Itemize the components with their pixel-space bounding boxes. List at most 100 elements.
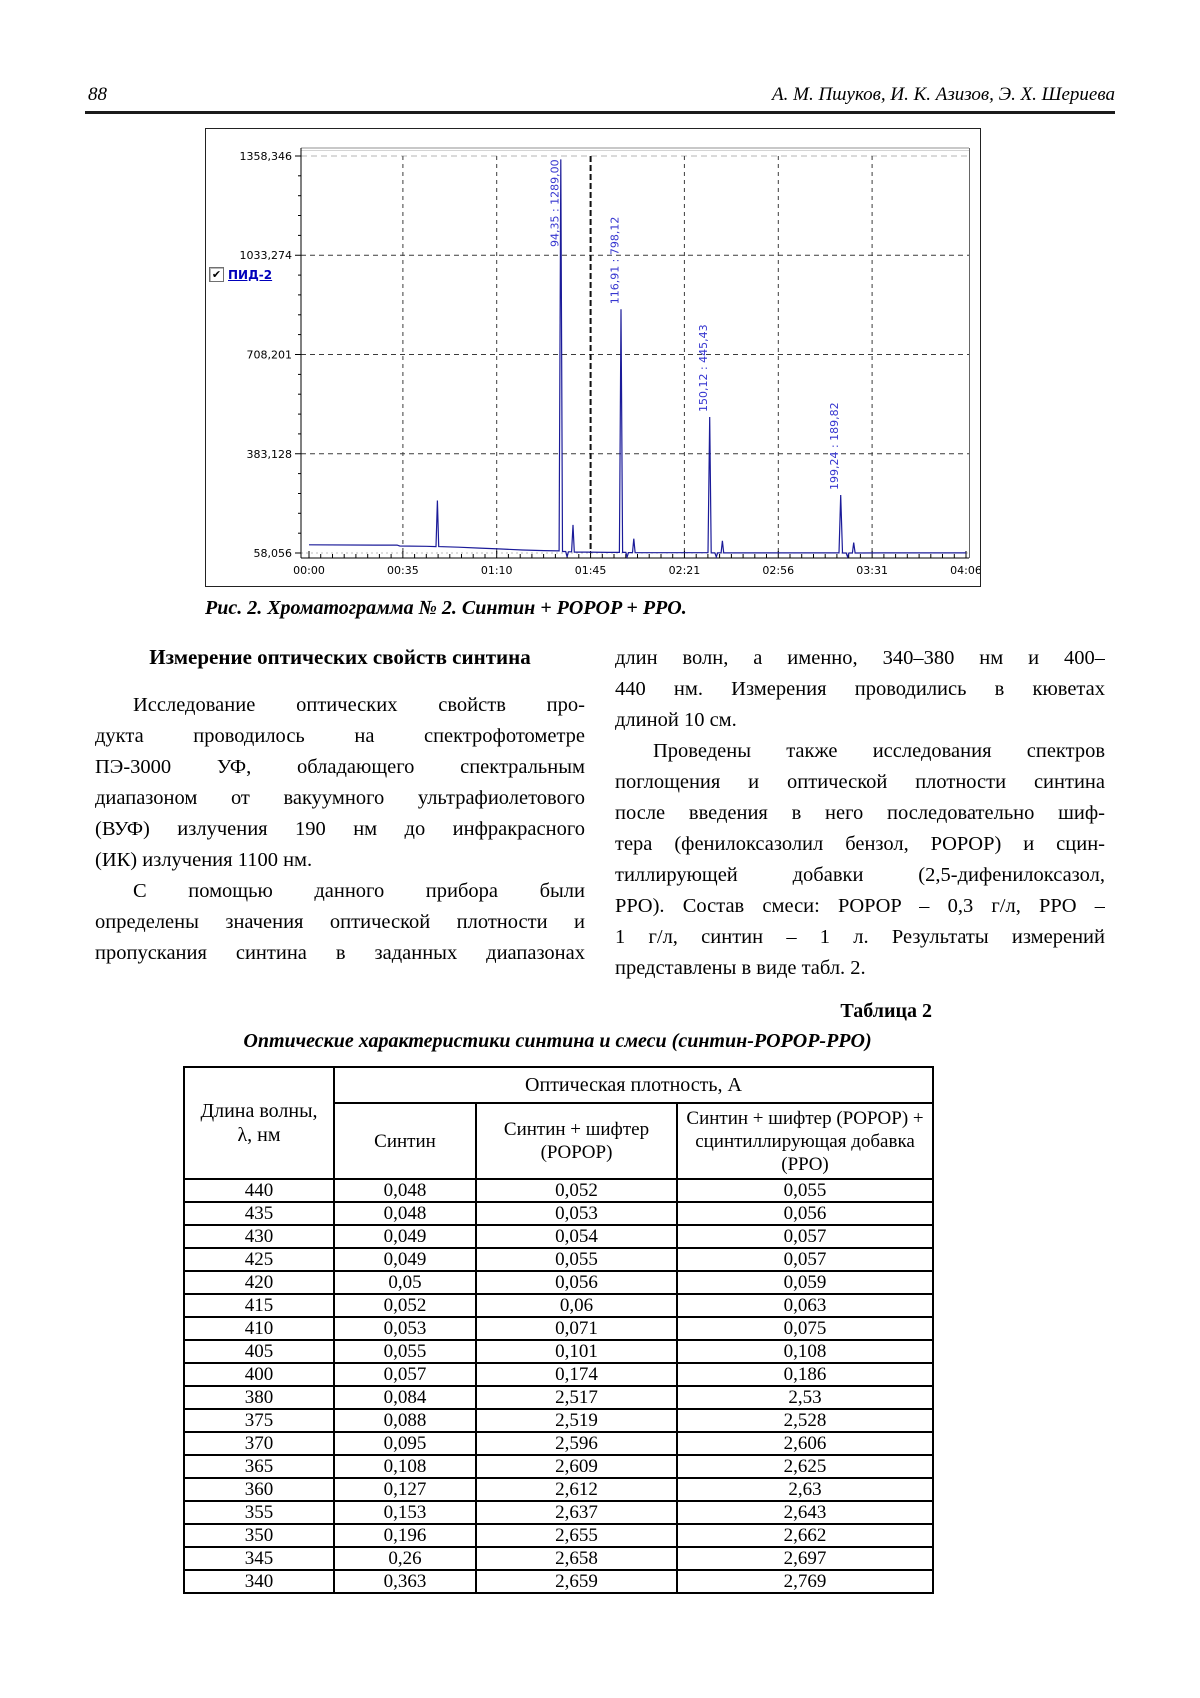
- text-line: тиллирующей добавки (2,5-дифенилоксазол,: [615, 864, 1105, 886]
- svg-text:199,24 : 189,82: 199,24 : 189,82: [828, 402, 841, 490]
- text-line: 1 г/л, синтин – 1 л. Результаты измерени…: [615, 926, 1105, 948]
- table-row: 430 0,049 0,054 0,057: [183, 1224, 935, 1249]
- table-cell: 0,056: [475, 1270, 678, 1295]
- table-cell: 0,108: [333, 1454, 477, 1479]
- table-cell: 0,153: [333, 1500, 477, 1525]
- table-row: 370 0,095 2,596 2,606: [183, 1431, 935, 1456]
- text-line: С помощью данного прибора были: [133, 880, 585, 902]
- text-line: длиной 10 см.: [615, 709, 737, 731]
- legend-label[interactable]: ПИД-2: [228, 267, 273, 282]
- svg-text:708,201: 708,201: [247, 349, 293, 362]
- col-header-wavelength-line1: Длина волны,: [200, 1100, 318, 1122]
- table-cell: 0,053: [475, 1201, 678, 1226]
- chromatogram-plot: 00:00 00:35 01:10 01:45 02:21 02:56 03:31 04:06…: [240, 147, 982, 577]
- sub-header-line: Синтин + шифтер (POPOP) +: [686, 1107, 924, 1129]
- table-cell: 0,075: [675, 1316, 935, 1341]
- table-cell: 2,659: [475, 1569, 678, 1594]
- text-line: длин волн, а именно, 340–380 нм и 400–: [615, 647, 1105, 669]
- table-row: 415 0,052 0,06 0,063: [183, 1293, 935, 1318]
- legend-checkbox[interactable]: ✔: [209, 267, 224, 282]
- table-cell: 2,662: [675, 1523, 935, 1548]
- text-line: поглощения и оптической плотности синтин…: [615, 771, 1105, 793]
- table-cell: 2,63: [675, 1477, 935, 1502]
- table-cell: 345: [183, 1546, 335, 1571]
- svg-text:1358,346: 1358,346: [240, 150, 293, 163]
- table-cell: 360: [183, 1477, 335, 1502]
- table-cell: 2,658: [475, 1546, 678, 1571]
- table-cell: 0,052: [333, 1293, 477, 1318]
- svg-text:03:31: 03:31: [856, 564, 888, 577]
- sub-header-line: сцинтиллирующая добавка (PPO): [695, 1130, 915, 1175]
- table-row: 360 0,127 2,612 2,63: [183, 1477, 935, 1502]
- table-cell: 420: [183, 1270, 335, 1295]
- table-cell: 340: [183, 1569, 335, 1594]
- col-header-wavelength-line2: λ, нм: [237, 1124, 281, 1146]
- page-number: 88: [88, 84, 107, 105]
- table-row: 345 0,26 2,658 2,697: [183, 1546, 935, 1571]
- table-cell: 0,048: [333, 1178, 477, 1203]
- table-cell: 0,101: [475, 1339, 678, 1364]
- paragraph: Исследование оптических свойств про-дукт…: [95, 690, 585, 876]
- table-cell: 0,095: [333, 1431, 477, 1456]
- table-row: 425 0,049 0,055 0,057: [183, 1247, 935, 1272]
- table-cell: 0,055: [333, 1339, 477, 1364]
- table-cell: 0,088: [333, 1408, 477, 1433]
- table-row: 410 0,053 0,071 0,075: [183, 1316, 935, 1341]
- table-title: Оптические характеристики синтина и смес…: [243, 1030, 872, 1052]
- svg-text:1033,274: 1033,274: [240, 249, 293, 262]
- table-cell: 0,057: [675, 1224, 935, 1249]
- text-line: 440 нм. Измерения проводились в кюветах: [615, 678, 1105, 700]
- table-cell: 0,059: [675, 1270, 935, 1295]
- table-cell: 2,655: [475, 1523, 678, 1548]
- svg-text:383,128: 383,128: [247, 448, 293, 461]
- table-cell: 2,612: [475, 1477, 678, 1502]
- table-cell: 370: [183, 1431, 335, 1456]
- table-cell: 365: [183, 1454, 335, 1479]
- text-line: ПЭ-3000 УФ, обладающего спектральным: [95, 756, 585, 778]
- table-cell: 2,596: [475, 1431, 678, 1456]
- table-cell: 0,056: [675, 1201, 935, 1226]
- table-cell: 0,057: [675, 1247, 935, 1272]
- paragraph: Проведены также исследования спектров пог…: [615, 736, 1105, 984]
- svg-text:01:45: 01:45: [575, 564, 607, 577]
- table-row: 380 0,084 2,517 2,53: [183, 1385, 935, 1410]
- table-cell: 440: [183, 1178, 335, 1203]
- col-header-sintin: Синтин: [333, 1102, 477, 1180]
- text-line: PPO). Состав смеси: POPOP – 0,3 г/л, PPO…: [615, 895, 1105, 917]
- table-cell: 2,643: [675, 1500, 935, 1525]
- table-cell: 2,625: [675, 1454, 935, 1479]
- header-rule: [85, 111, 1115, 114]
- col-header-optical-density: Оптическая плотность, А: [332, 1066, 935, 1104]
- sub-header-line: Синтин + шифтер: [503, 1119, 650, 1140]
- table-cell: 0,174: [475, 1362, 678, 1387]
- table-cell: 2,697: [675, 1546, 935, 1571]
- table-cell: 2,517: [475, 1385, 678, 1410]
- col-header-sintin-popop-ppo: Синтин + шифтер (POPOP) + сцинтиллирующая…: [675, 1102, 935, 1180]
- figure-caption: Рис. 2. Хроматограмма № 2. Синтин + POPO…: [205, 597, 687, 619]
- table-cell: 425: [183, 1247, 335, 1272]
- table-cell: 0,055: [675, 1178, 935, 1203]
- table-row: 365 0,108 2,609 2,625: [183, 1454, 935, 1479]
- text-line: дукта проводилось на спектрофотометре: [95, 725, 585, 747]
- col-header-wavelength: Длина волны, λ, нм: [183, 1066, 335, 1180]
- svg-text:02:56: 02:56: [762, 564, 794, 577]
- table-cell: 2,609: [475, 1454, 678, 1479]
- svg-text:02:21: 02:21: [669, 564, 701, 577]
- table-cell: 0,06: [475, 1293, 678, 1318]
- table-cell: 355: [183, 1500, 335, 1525]
- svg-text:00:00: 00:00: [293, 564, 325, 577]
- detector-legend: ✔ ПИД-2: [209, 267, 272, 282]
- table-row: 350 0,196 2,655 2,662: [183, 1523, 935, 1548]
- table-cell: 0,071: [475, 1316, 678, 1341]
- svg-text:94,35 : 1289,00: 94,35 : 1289,00: [548, 159, 561, 247]
- table-cell: 2,528: [675, 1408, 935, 1433]
- sub-header-line: Синтин: [374, 1130, 436, 1152]
- text-line: диапазоном от вакуумного ультрафиолетово…: [95, 787, 585, 809]
- table-cell: 0,363: [333, 1569, 477, 1594]
- table-cell: 415: [183, 1293, 335, 1318]
- table-cell: 405: [183, 1339, 335, 1364]
- text-line: (ВУФ) излучения 190 нм до инфракрасного: [95, 818, 585, 840]
- table-cell: 380: [183, 1385, 335, 1410]
- optical-density-table: Длина волны, λ, нм Оптическая плотность,…: [183, 1066, 935, 1594]
- table-cell: 2,519: [475, 1408, 678, 1433]
